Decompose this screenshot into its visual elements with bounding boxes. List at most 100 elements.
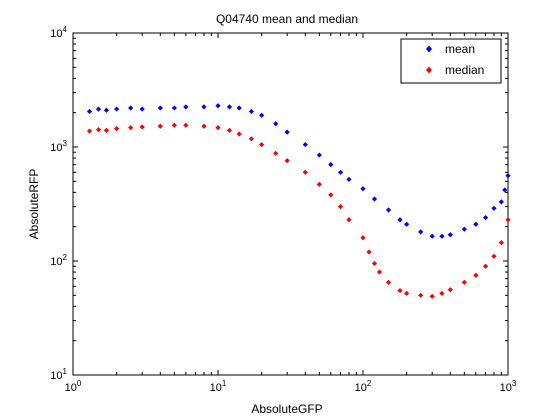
legend-marker-median bbox=[426, 66, 432, 74]
data-point-mean bbox=[86, 108, 93, 115]
data-point-mean bbox=[371, 196, 378, 202]
x-axis-label: AbsoluteGFP bbox=[251, 402, 322, 416]
data-point-median bbox=[215, 124, 221, 131]
legend: mean median bbox=[400, 38, 502, 84]
data-point-mean bbox=[498, 199, 504, 205]
data-point-mean bbox=[418, 229, 424, 235]
data-point-mean bbox=[316, 152, 322, 158]
data-point-median bbox=[95, 127, 102, 133]
data-point-median bbox=[397, 288, 403, 294]
x-tick-label: 103 bbox=[500, 379, 517, 394]
x-tick-label: 100 bbox=[65, 379, 82, 394]
data-point-median bbox=[447, 287, 453, 293]
y-axis-label: AbsoluteRFP bbox=[27, 169, 41, 240]
data-point-median bbox=[103, 127, 110, 133]
data-point-mean bbox=[259, 112, 265, 118]
data-point-median bbox=[128, 124, 134, 131]
chart-title: Q04740 mean and median bbox=[216, 12, 358, 26]
data-point-median bbox=[360, 235, 366, 241]
data-point-median bbox=[236, 131, 242, 137]
data-point-mean bbox=[183, 104, 189, 110]
data-point-median bbox=[328, 192, 334, 198]
data-point-median bbox=[498, 240, 504, 246]
data-point-median bbox=[505, 217, 511, 223]
data-point-median bbox=[404, 290, 410, 296]
legend-label-median: median bbox=[445, 63, 484, 77]
legend-label-mean: mean bbox=[445, 42, 475, 56]
y-tick-label: 102 bbox=[50, 253, 67, 268]
data-point-mean bbox=[439, 233, 445, 239]
data-point-median bbox=[439, 290, 445, 296]
data-point-mean bbox=[95, 106, 102, 112]
data-point-mean bbox=[114, 106, 120, 112]
data-point-mean bbox=[128, 105, 134, 111]
data-point-mean bbox=[103, 107, 110, 113]
data-point-median bbox=[366, 249, 372, 255]
data-point-median bbox=[302, 169, 308, 175]
data-point-median bbox=[337, 204, 344, 210]
x-tick-label: 101 bbox=[210, 379, 227, 394]
data-point-mean bbox=[429, 233, 435, 239]
data-point-median bbox=[316, 181, 322, 187]
data-point-median bbox=[183, 122, 189, 128]
data-point-mean bbox=[215, 103, 221, 109]
y-tick-label: 101 bbox=[50, 367, 67, 382]
y-tick-label: 104 bbox=[50, 25, 67, 40]
data-point-mean bbox=[461, 226, 467, 232]
data-point-median bbox=[473, 272, 479, 278]
x-tick-label: 102 bbox=[355, 379, 372, 394]
data-point-median bbox=[259, 141, 265, 148]
data-point-mean bbox=[328, 162, 334, 168]
y-tick-label: 103 bbox=[50, 139, 67, 154]
data-point-median bbox=[284, 157, 290, 164]
data-point-mean bbox=[397, 217, 403, 223]
data-point-mean bbox=[346, 176, 352, 182]
data-point-mean bbox=[473, 221, 479, 227]
plot-area-border bbox=[72, 32, 509, 376]
data-point-median bbox=[385, 279, 392, 285]
data-point-mean bbox=[226, 104, 233, 110]
data-point-median bbox=[171, 122, 177, 128]
data-point-median bbox=[139, 124, 145, 130]
data-point-mean bbox=[337, 169, 344, 175]
data-point-mean bbox=[360, 186, 366, 192]
data-point-median bbox=[114, 126, 120, 132]
data-point-mean bbox=[482, 215, 489, 221]
axis-ticks bbox=[72, 32, 509, 376]
data-point-median bbox=[482, 263, 489, 269]
data-point-median bbox=[201, 123, 207, 129]
plot-frame bbox=[72, 32, 509, 376]
data-point-median bbox=[429, 293, 435, 299]
data-point-median bbox=[371, 260, 378, 267]
data-point-mean bbox=[491, 205, 497, 211]
data-point-median bbox=[346, 217, 352, 223]
data-point-mean bbox=[236, 105, 242, 111]
data-point-mean bbox=[385, 207, 392, 213]
data-point-mean bbox=[447, 232, 453, 238]
data-point-mean bbox=[273, 121, 279, 127]
legend-box bbox=[400, 38, 502, 84]
data-point-median bbox=[86, 128, 93, 134]
data-point-mean bbox=[404, 221, 410, 227]
data-point-median bbox=[157, 123, 163, 129]
data-point-median bbox=[461, 279, 467, 285]
data-point-mean bbox=[284, 129, 290, 135]
legend-marker-mean bbox=[426, 45, 432, 53]
data-point-mean bbox=[171, 105, 177, 111]
data-point-mean bbox=[139, 106, 145, 112]
data-point-median bbox=[273, 150, 279, 156]
data-point-median bbox=[248, 136, 255, 142]
data-point-mean bbox=[302, 141, 308, 148]
data-point-mean bbox=[505, 173, 511, 179]
data-point-mean bbox=[201, 104, 207, 110]
data-point-mean bbox=[157, 105, 163, 111]
data-point-median bbox=[226, 127, 233, 133]
data-point-mean bbox=[248, 108, 255, 115]
data-points bbox=[86, 103, 511, 299]
data-point-mean bbox=[502, 187, 508, 193]
data-point-median bbox=[491, 253, 497, 259]
data-point-median bbox=[376, 269, 383, 275]
